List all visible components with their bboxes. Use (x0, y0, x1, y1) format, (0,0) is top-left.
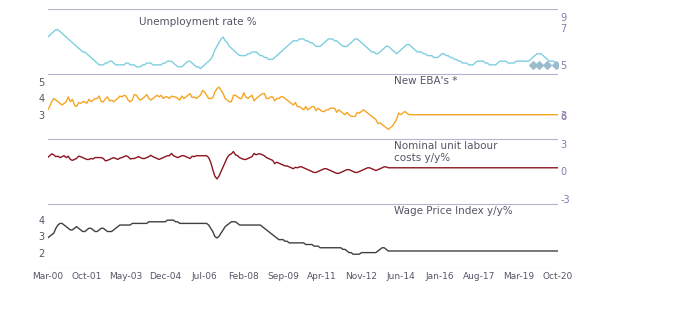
Text: Nominal unit labour
costs y/y%: Nominal unit labour costs y/y% (394, 141, 498, 163)
Point (528, 62, 539, 67)
Point (550, 62, 561, 67)
Point (542, 62, 553, 67)
Point (534, 62, 545, 67)
Text: Wage Price Index y/y%: Wage Price Index y/y% (394, 206, 513, 216)
Text: Unemployment rate %: Unemployment rate % (139, 17, 257, 27)
Text: New EBA's *: New EBA's * (394, 76, 458, 86)
